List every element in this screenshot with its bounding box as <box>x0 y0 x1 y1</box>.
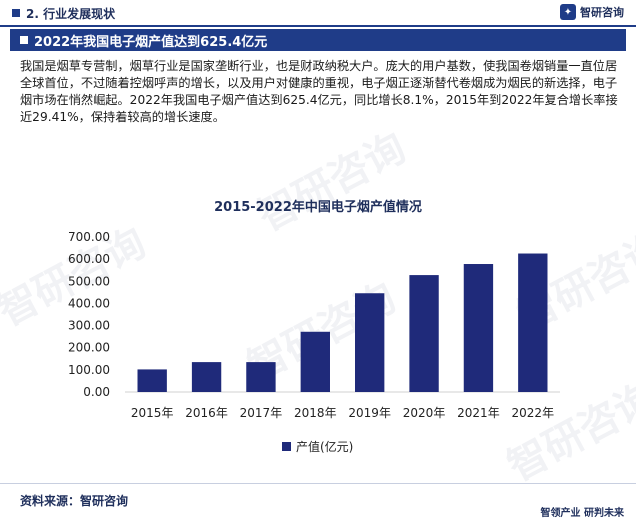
x-tick-label: 2015年 <box>131 406 174 420</box>
y-tick-label: 500.00 <box>68 274 110 288</box>
logo-text: 智研咨询 <box>580 6 624 19</box>
y-tick-label: 400.00 <box>68 296 110 310</box>
brand-logo: ✦ 智研咨询 <box>560 4 624 20</box>
bar-chart: 0.00 100.00 200.00 300.00 400.00 500.00 600.00… <box>68 230 560 454</box>
headline-text: 2022年我国电子烟产值达到625.4亿元 <box>34 34 268 50</box>
bar-2022年 <box>518 253 548 392</box>
bar-2016年 <box>191 362 222 392</box>
y-tick-label: 100.00 <box>68 363 110 377</box>
section-marker <box>12 9 20 17</box>
footer-divider <box>0 483 636 484</box>
y-tick-label: 600.00 <box>68 252 110 266</box>
section-title: 2. 行业发展现状 <box>26 6 116 21</box>
header-bar: 2. 行业发展现状 ✦ 智研咨询 <box>0 0 636 26</box>
x-tick-label: 2022年 <box>512 406 555 420</box>
legend-label: 产值(亿元) <box>296 439 353 454</box>
y-tick-label: 0.00 <box>83 385 110 399</box>
source-note: 资料来源：智研咨询 <box>20 494 129 508</box>
chart-title: 2015-2022年中国电子烟产值情况 <box>214 200 422 215</box>
headline-bar: 2022年我国电子烟产值达到625.4亿元 <box>10 29 626 51</box>
x-tick-label: 2019年 <box>348 406 391 420</box>
bar-2018年 <box>300 331 330 392</box>
header-divider <box>0 25 636 27</box>
y-tick-label: 300.00 <box>68 319 110 333</box>
y-tick-label: 700.00 <box>68 230 110 244</box>
bar-2021年 <box>463 264 494 392</box>
logo-icon: ✦ <box>560 4 576 20</box>
x-tick-label: 2018年 <box>294 406 337 420</box>
headline-marker <box>20 36 28 44</box>
x-tick-label: 2020年 <box>403 406 446 420</box>
bar-2020年 <box>409 275 439 392</box>
footer-slogan: 智领产业 研判未来 <box>540 508 624 519</box>
x-tick-label: 2017年 <box>240 406 283 420</box>
x-tick-label: 2021年 <box>457 406 500 420</box>
y-tick-label: 200.00 <box>68 341 110 355</box>
legend-swatch <box>282 442 291 451</box>
bar-2015年 <box>137 369 167 392</box>
x-tick-label: 2016年 <box>185 406 228 420</box>
body-paragraph: 我国是烟草专营制，烟草行业是国家垄断行业，也是财政纳税大户。庞大的用户基数，使我… <box>20 59 618 124</box>
bar-2019年 <box>355 293 385 392</box>
bar-2017年 <box>246 362 276 392</box>
